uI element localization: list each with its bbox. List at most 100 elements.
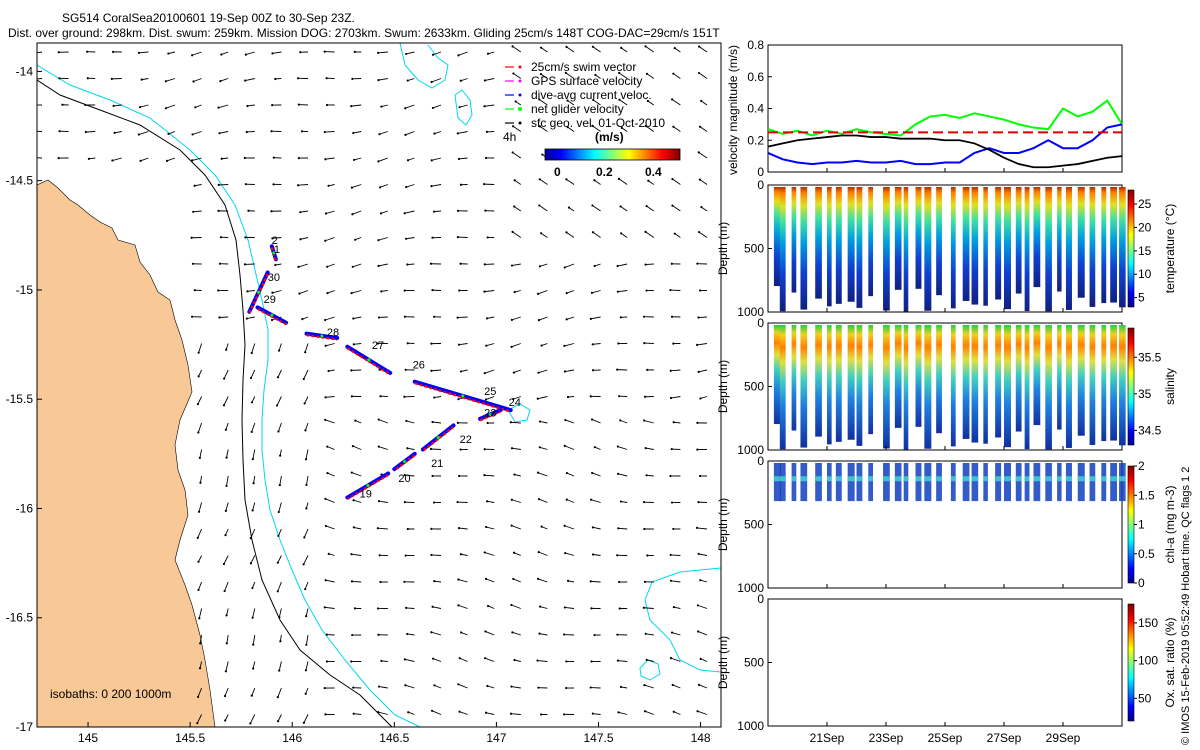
current-vector [250, 555, 256, 564]
current-vector-head [456, 421, 460, 424]
current-vector-head [619, 500, 623, 503]
profile-cast [1024, 325, 1030, 450]
current-vector [484, 78, 495, 81]
land-mass [37, 179, 216, 727]
current-vector-head [644, 263, 647, 266]
current-vector-head [325, 103, 329, 107]
current-vector-head [512, 125, 515, 128]
current-vector-head [297, 184, 300, 187]
svg-text:25cm/s swim vector: 25cm/s swim vector [531, 60, 636, 74]
map-ytick-label: -16 [16, 501, 34, 515]
current-vector [325, 579, 335, 583]
current-vector-head [486, 236, 489, 239]
current-vector-head [324, 497, 327, 500]
current-vector [619, 99, 628, 106]
profile-cast [827, 463, 832, 502]
current-vector-head [594, 73, 597, 77]
current-vector-head [457, 526, 461, 530]
current-vector-head [565, 178, 568, 181]
current-vector [278, 343, 282, 351]
colorbar-tick-label: 5 [1138, 291, 1145, 305]
current-vector [327, 290, 335, 294]
current-vector [377, 527, 388, 530]
current-vector [225, 422, 229, 430]
current-vector-head [250, 430, 253, 433]
current-vector-head [483, 105, 486, 108]
current-vector-head [459, 553, 463, 556]
current-vector [459, 711, 468, 715]
current-vector-head [274, 263, 277, 267]
profile-cast [800, 187, 808, 310]
current-vector-head [406, 447, 409, 450]
current-vector-head [696, 448, 699, 451]
current-vector-head [352, 317, 355, 320]
current-vector-head [539, 72, 543, 76]
current-vector [353, 343, 362, 345]
current-vector [672, 178, 681, 185]
profile-cast [1033, 463, 1041, 502]
profile-cast [971, 187, 979, 305]
current-vector-head [304, 669, 308, 672]
current-vector [303, 555, 309, 565]
current-vector-head [377, 711, 380, 714]
current-vector [670, 396, 681, 399]
current-vector-head [324, 713, 327, 716]
current-vector-head [219, 79, 222, 83]
current-vector-head [457, 683, 460, 686]
current-vector-head [351, 445, 355, 448]
current-vector [511, 686, 521, 689]
current-vector-head [483, 474, 486, 477]
colorbar-tick-label: 35.5 [1138, 350, 1162, 364]
current-vector [618, 72, 628, 79]
current-vector [351, 184, 362, 189]
current-vector-head [304, 429, 307, 432]
profile-cast [983, 187, 988, 306]
current-vector [278, 608, 282, 618]
current-vector [620, 232, 628, 238]
current-vector-head [672, 527, 675, 531]
current-vector-head [251, 586, 254, 590]
current-vector-head [326, 291, 329, 295]
profile-cast [1004, 325, 1011, 448]
current-vector-head [511, 631, 514, 634]
current-vector-head [403, 473, 406, 477]
current-vector-head [698, 45, 701, 48]
current-vector [564, 343, 575, 347]
current-vector-head [670, 501, 674, 504]
current-vector-head [565, 660, 568, 663]
current-vector-head [380, 290, 383, 293]
current-vector-head [433, 315, 436, 318]
current-vector-head [538, 178, 541, 181]
current-vector [251, 422, 256, 433]
current-vector-head [404, 554, 407, 557]
current-vector-head [247, 209, 250, 212]
current-vector [327, 472, 335, 477]
current-vector-head [353, 607, 357, 610]
velocity-ytick-label: 0.4 [747, 102, 764, 116]
current-vector [305, 449, 309, 460]
current-vector-head [305, 483, 308, 487]
current-vector-head [137, 133, 140, 136]
current-vector [223, 369, 229, 379]
profile-cast-max [1065, 476, 1072, 482]
current-vector-head [325, 633, 328, 636]
current-vector [404, 474, 415, 477]
current-vector-head [483, 263, 486, 266]
current-vector [279, 475, 282, 486]
current-vector-head [486, 52, 490, 55]
current-vector [459, 104, 468, 108]
current-vector-head [376, 607, 380, 610]
current-vector [460, 78, 468, 82]
current-vector [430, 448, 442, 450]
current-vector-head [217, 106, 220, 109]
track-day-label: 2 [272, 235, 278, 247]
current-vector-head [379, 580, 382, 584]
current-vector [405, 131, 415, 136]
current-vector-head [244, 53, 247, 56]
current-vector [199, 475, 203, 483]
current-vector-head [672, 606, 675, 609]
current-vector [327, 263, 335, 268]
current-vector [674, 47, 681, 53]
current-vector [138, 51, 149, 54]
time-tick-label: 29Sep [1046, 731, 1081, 745]
